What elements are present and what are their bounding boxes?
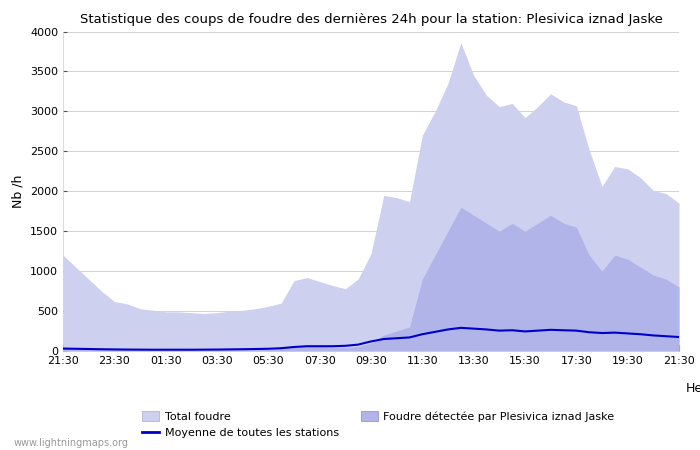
- Title: Statistique des coups de foudre des dernières 24h pour la station: Plesivica izn: Statistique des coups de foudre des dern…: [80, 13, 662, 26]
- Legend: Total foudre, Moyenne de toutes les stations, Foudre détectée par Plesivica izna: Total foudre, Moyenne de toutes les stat…: [143, 411, 615, 438]
- Y-axis label: Nb /h: Nb /h: [11, 175, 25, 208]
- Text: Heure: Heure: [686, 382, 700, 395]
- Text: www.lightningmaps.org: www.lightningmaps.org: [14, 438, 129, 448]
